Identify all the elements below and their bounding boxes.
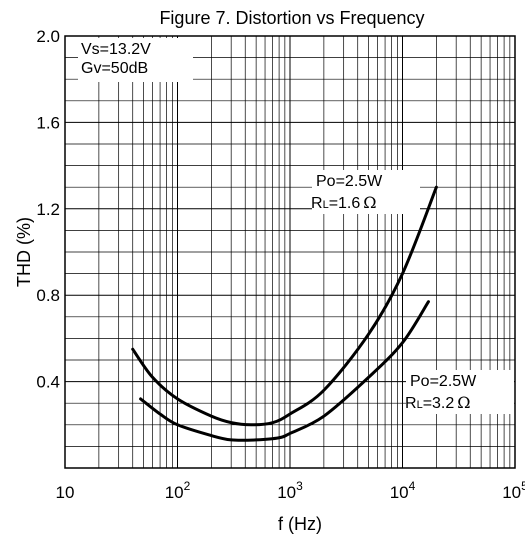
series-1-label-line1: Po=2.5W: [316, 173, 383, 190]
y-tick-label: 0.4: [36, 373, 60, 392]
series-line-1: [131, 185, 438, 427]
y-tick-label: 0.8: [36, 286, 60, 305]
conditions-label-text: Gv=50dB: [81, 60, 148, 77]
y-tick-label: 2.0: [36, 27, 60, 46]
series-1-label-bg: [312, 170, 420, 214]
plot-frame: [64, 35, 516, 469]
x-tick-label: 102: [165, 479, 191, 502]
chart-title: Figure 7. Distortion vs Frequency: [159, 8, 424, 28]
curves: [131, 185, 438, 442]
series-2-label-line2: RL=3.2 Ω: [405, 393, 471, 412]
series-2-label-bg: [406, 370, 514, 414]
conditions-label-bg: [78, 38, 193, 82]
y-tick-label: 1.6: [36, 113, 60, 132]
x-tick-label: 103: [277, 479, 303, 502]
series-1-label-line2: RL=1.6 Ω: [311, 193, 377, 212]
conditions-label-text: Vs=13.2V: [81, 41, 151, 58]
series-2-label-line1: Po=2.5W: [410, 373, 477, 390]
x-axis-label: f (Hz): [278, 514, 322, 534]
tick-labels: 0.4 0.8 1.2 1.6 2.0 10 102 103 104 105: [36, 27, 525, 502]
x-tick-label: 105: [502, 479, 525, 502]
y-axis-label: THD (%): [14, 217, 34, 287]
x-tick-label: 104: [390, 479, 416, 502]
x-tick-label: 10: [56, 483, 75, 502]
series-line-2: [139, 300, 430, 442]
annotations: Vs=13.2V Gv=50dB Po=2.5W RL=1.6 Ω Po=2.5W RL=3…: [78, 38, 514, 414]
y-tick-label: 1.2: [36, 200, 60, 219]
